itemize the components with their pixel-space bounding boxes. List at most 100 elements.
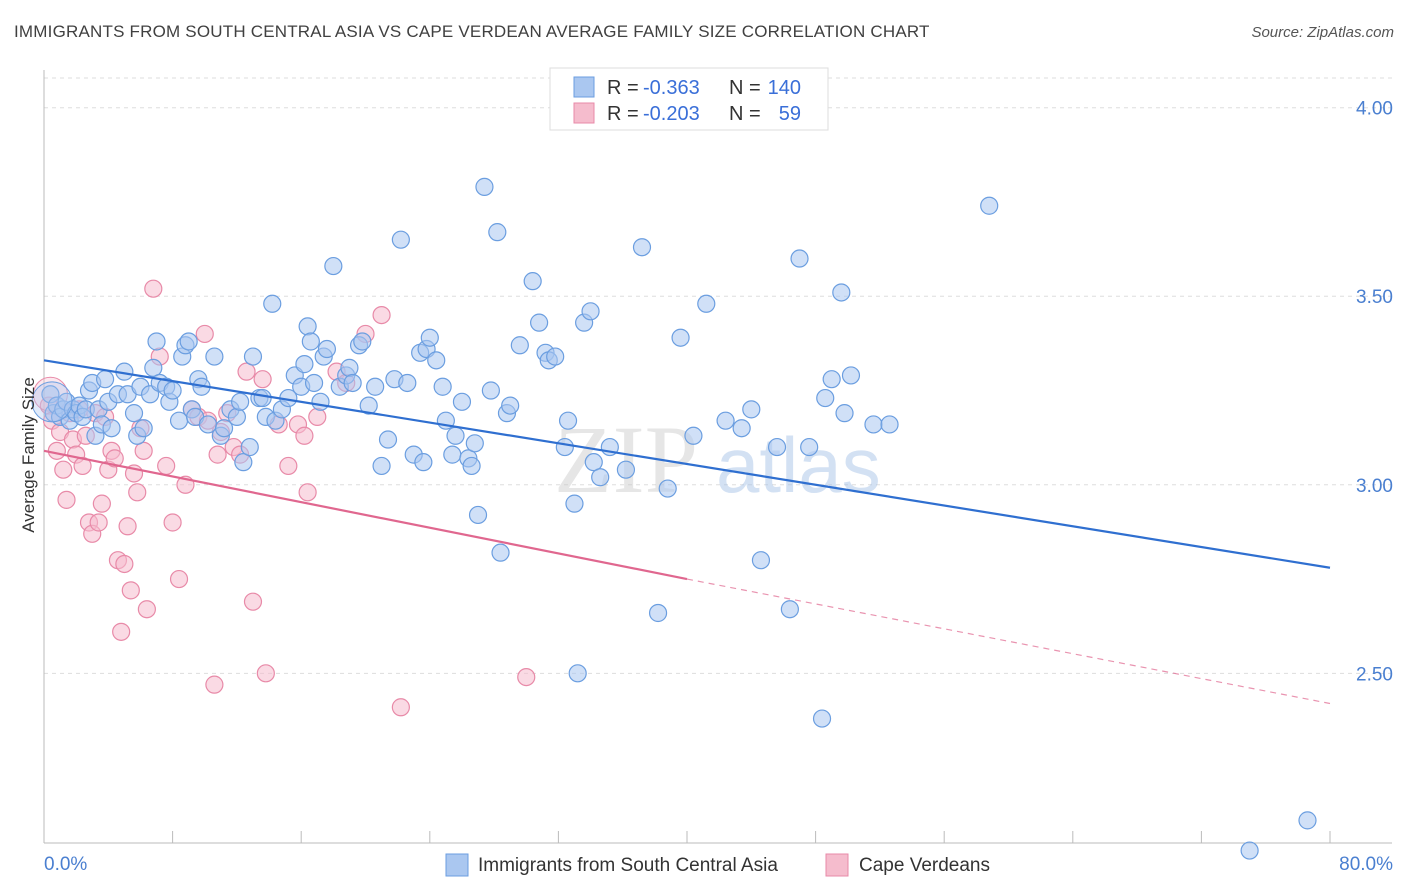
data-point (391, 230, 410, 249)
data-point (243, 592, 263, 611)
data-point (420, 328, 439, 347)
data-point (144, 358, 163, 377)
data-point (841, 366, 861, 385)
data-point (340, 358, 359, 377)
x-tick-label-max: 80.0% (1339, 854, 1393, 875)
legend-pink-swatch (573, 102, 595, 124)
data-point (591, 468, 610, 487)
data-point (584, 453, 603, 472)
data-point (92, 494, 111, 513)
data-point (816, 388, 835, 408)
data-point (304, 373, 324, 393)
data-point (616, 460, 636, 479)
data-point (378, 430, 398, 449)
data-point (253, 388, 272, 408)
bottom-legend-blue-label: Immigrants from South Central Asia (478, 855, 778, 876)
watermark-zip: ZIP (554, 406, 698, 513)
legend-blue-swatch (573, 76, 595, 98)
data-point (452, 392, 472, 411)
data-point (468, 505, 488, 525)
data-point (880, 415, 899, 434)
legend-blue-n-value: 140 (768, 77, 801, 99)
data-point (95, 370, 115, 389)
data-point (279, 456, 298, 476)
y-tick-label: 3.50 (1356, 287, 1393, 308)
bottom-legend-blue-swatch (445, 853, 469, 877)
legend-blue-r-value: -0.363 (643, 77, 700, 99)
legend-blue-r-label: R = (607, 77, 639, 99)
data-point (742, 400, 761, 419)
data-point (343, 373, 362, 393)
legend-pink-n-value: 59 (779, 103, 801, 125)
y-tick-label: 4.00 (1356, 99, 1393, 120)
bottom-legend-pink-label: Cape Verdeans (859, 855, 990, 876)
trend-line-pink (43, 449, 688, 581)
data-point (54, 460, 73, 479)
data-point (648, 603, 668, 623)
legend-pink-r-label: R = (607, 103, 639, 125)
data-point (205, 347, 224, 366)
data-point (102, 419, 121, 438)
data-point (812, 709, 832, 728)
data-point (359, 396, 378, 415)
data-point (530, 313, 549, 332)
data-point (324, 256, 343, 276)
data-point (124, 404, 144, 423)
data-point (790, 249, 809, 268)
data-point (1240, 841, 1259, 860)
data-point (301, 332, 320, 351)
data-point (732, 419, 751, 438)
data-point (89, 513, 108, 532)
data-point (446, 426, 465, 445)
data-point (517, 667, 536, 687)
data-point (311, 392, 330, 411)
chart-title: IMMIGRANTS FROM SOUTH CENTRAL ASIA VS CA… (14, 22, 930, 41)
data-point (163, 381, 182, 400)
chart-source: Source: ZipAtlas.com (1251, 24, 1394, 41)
data-point (767, 437, 787, 457)
data-point (465, 434, 484, 453)
data-point (227, 407, 246, 427)
data-point (398, 373, 417, 393)
data-point (353, 332, 372, 351)
trend-lines (43, 359, 1331, 705)
data-point (864, 415, 883, 434)
data-point (658, 479, 677, 498)
data-point (163, 513, 182, 532)
data-point (47, 441, 66, 460)
data-point (234, 453, 253, 472)
data-point (295, 426, 314, 445)
trend-line-blue (43, 359, 1331, 569)
y-axis-label: Average Family Size (19, 377, 38, 533)
data-point (488, 223, 507, 242)
data-point (308, 407, 327, 427)
series-legend: Immigrants from South Central Asia Cape … (445, 853, 990, 877)
data-point (523, 272, 542, 291)
data-point (243, 347, 263, 366)
data-point (121, 581, 140, 600)
data-point (263, 294, 282, 313)
data-point (565, 494, 584, 513)
data-point (128, 483, 147, 502)
data-point (179, 332, 198, 351)
data-point (134, 419, 153, 438)
data-point (546, 347, 565, 366)
y-tick-label: 2.50 (1356, 664, 1393, 685)
data-point (169, 569, 189, 589)
data-point (253, 370, 272, 389)
axes (43, 70, 1392, 844)
legend-blue-n-label: N = (729, 77, 761, 99)
legend-pink-r-value: -0.203 (643, 103, 700, 125)
data-point (443, 445, 462, 464)
data-point (157, 456, 176, 476)
data-point (317, 339, 337, 359)
data-point (555, 437, 574, 457)
data-point (134, 441, 153, 460)
data-point (205, 675, 224, 694)
data-point (231, 392, 250, 411)
data-point (298, 317, 317, 336)
data-point-cluster (31, 381, 73, 423)
y-tick-label: 3.00 (1356, 476, 1393, 497)
data-point (115, 554, 134, 574)
